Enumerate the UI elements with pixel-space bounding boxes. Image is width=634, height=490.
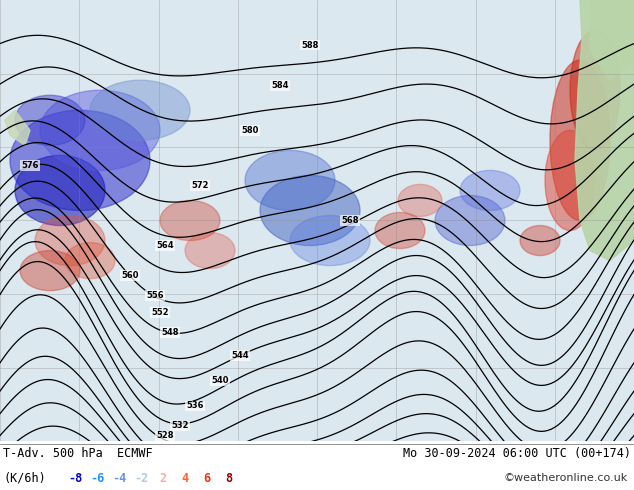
Ellipse shape: [185, 233, 235, 269]
Polygon shape: [575, 0, 634, 261]
Text: 588: 588: [301, 41, 319, 49]
Text: 548: 548: [161, 328, 179, 337]
Ellipse shape: [40, 90, 160, 171]
Text: -8: -8: [68, 471, 82, 485]
Text: ©weatheronline.co.uk: ©weatheronline.co.uk: [504, 473, 628, 483]
Ellipse shape: [460, 171, 520, 211]
Ellipse shape: [15, 95, 85, 146]
Text: 580: 580: [242, 126, 259, 135]
Ellipse shape: [160, 200, 220, 241]
Polygon shape: [5, 110, 30, 146]
Text: 6: 6: [204, 471, 210, 485]
Text: 2: 2: [159, 471, 167, 485]
Ellipse shape: [550, 60, 610, 220]
Text: 4: 4: [181, 471, 188, 485]
Text: 528: 528: [156, 432, 174, 441]
Ellipse shape: [375, 213, 425, 248]
Ellipse shape: [65, 243, 115, 279]
Ellipse shape: [260, 175, 360, 245]
Ellipse shape: [398, 184, 442, 217]
Text: 584: 584: [271, 81, 288, 90]
Ellipse shape: [290, 216, 370, 266]
Ellipse shape: [545, 130, 595, 230]
Ellipse shape: [10, 110, 150, 211]
Text: 544: 544: [231, 351, 249, 360]
Text: -2: -2: [134, 471, 148, 485]
Ellipse shape: [245, 150, 335, 211]
Ellipse shape: [15, 155, 105, 225]
Text: 540: 540: [211, 376, 229, 385]
Ellipse shape: [90, 80, 190, 140]
Text: (K/6h): (K/6h): [3, 471, 46, 485]
Ellipse shape: [20, 250, 80, 291]
Text: 552: 552: [151, 308, 169, 317]
Text: 568: 568: [341, 216, 359, 225]
Polygon shape: [590, 0, 634, 80]
Text: 536: 536: [186, 401, 204, 411]
Text: T-Adv. 500 hPa  ECMWF: T-Adv. 500 hPa ECMWF: [3, 446, 153, 460]
Text: 532: 532: [171, 421, 189, 431]
Text: -6: -6: [90, 471, 104, 485]
Text: Mo 30-09-2024 06:00 UTC (00+174): Mo 30-09-2024 06:00 UTC (00+174): [403, 446, 631, 460]
Ellipse shape: [35, 216, 105, 266]
Text: 556: 556: [146, 291, 164, 300]
Text: 564: 564: [156, 241, 174, 250]
Text: 560: 560: [121, 271, 139, 280]
Ellipse shape: [570, 30, 620, 150]
Text: 572: 572: [191, 181, 209, 190]
Ellipse shape: [520, 225, 560, 256]
Text: 8: 8: [226, 471, 233, 485]
Text: -4: -4: [112, 471, 126, 485]
Ellipse shape: [435, 196, 505, 245]
Text: 576: 576: [22, 161, 39, 170]
